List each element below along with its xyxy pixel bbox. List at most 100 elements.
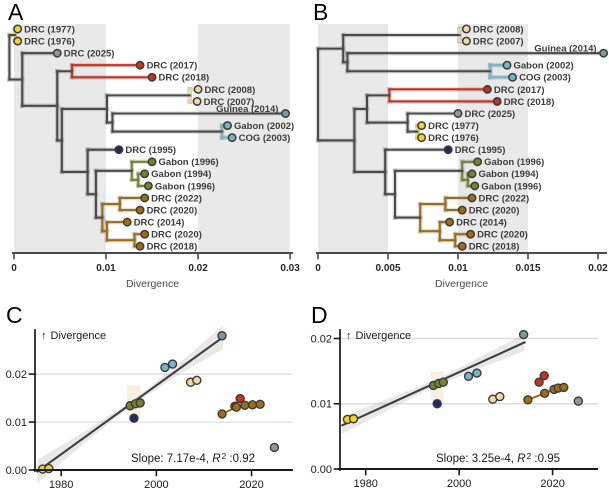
tip-marker <box>457 241 467 251</box>
tip-label: DRC (2018) <box>504 97 555 108</box>
scatter-point-guinea <box>518 329 529 340</box>
tip-label: DRC (1976) <box>24 36 75 47</box>
tip-marker <box>482 84 492 94</box>
y-axis-tick-label: 0.02 <box>6 369 27 381</box>
slope-text: Slope: 7.17e-4, <box>130 453 213 465</box>
tip-marker <box>502 60 512 70</box>
tip-label: DRC (2018) <box>159 73 210 84</box>
scatter-point-gray <box>573 396 584 406</box>
tip-label: DRC (2020) <box>477 230 528 241</box>
tip-label: Gabon (2002) <box>234 121 294 132</box>
tip-marker <box>140 169 150 179</box>
tip-marker <box>135 60 145 70</box>
tip-label: Gabon (1996) <box>155 181 215 192</box>
tree-b-axis-title: Divergence <box>434 278 489 290</box>
tip-label: Gabon (1996) <box>481 181 541 192</box>
tip-marker <box>473 157 483 167</box>
scatter-point-yellow <box>348 414 359 424</box>
x-axis-tick-label: 2000 <box>144 479 168 491</box>
scatter-point-brown <box>539 388 550 399</box>
tree-axis-tick-label: 0.015 <box>515 263 540 274</box>
tip-marker <box>599 48 609 58</box>
tip-label: Gabon (2002) <box>514 61 574 72</box>
panel-label-a: A <box>8 0 24 25</box>
scatter-point-red <box>534 377 544 387</box>
tip-label: DRC (2008) <box>205 85 256 96</box>
tip-marker <box>457 205 467 215</box>
tip-marker <box>135 241 145 251</box>
tip-label: DRC (2018) <box>147 242 198 253</box>
scatter-point-olive <box>438 377 448 387</box>
shaded-band <box>318 24 388 253</box>
scatter-c-ylabel-text: Divergence <box>50 330 107 342</box>
scatter-c-ylabel: ↑ Divergence <box>41 330 106 342</box>
tip-marker <box>470 181 480 191</box>
tip-marker <box>417 133 427 143</box>
tip-label: Gabon (1996) <box>484 157 544 168</box>
scatter-point-teal <box>472 368 482 378</box>
scatter-point-brown <box>217 409 227 419</box>
panel-label-b: B <box>313 0 329 25</box>
tip-label: Guinea (2014) <box>216 104 278 115</box>
tip-label: DRC (2025) <box>465 109 516 120</box>
x-axis-tick-label: 2020 <box>239 479 263 491</box>
x-axis-tick-label: 2000 <box>447 478 471 490</box>
scatter-d-ylabel-text: Divergence <box>355 330 412 342</box>
shaded-band <box>14 24 107 253</box>
tip-marker <box>114 145 124 155</box>
tree-axis-tick-label: 0.03 <box>280 263 300 274</box>
scatter-point-navy <box>432 399 442 409</box>
scatter-point-brown <box>231 402 242 412</box>
tip-label: DRC (1995) <box>125 145 176 156</box>
tree-axis-tick-label: 0.02 <box>588 263 608 274</box>
scatter-point-peach <box>495 391 505 402</box>
tip-label: DRC (1995) <box>455 145 506 156</box>
tip-label: DRC (1976) <box>428 133 479 144</box>
y-axis-tick-label: 0.00 <box>6 465 27 477</box>
scatter-point-brown <box>247 400 258 410</box>
tree-axis-tick-label: 0 <box>315 263 321 274</box>
tip-marker <box>147 157 157 167</box>
y-axis-tick-label: 0.01 <box>311 399 332 411</box>
scatter-point-peach <box>192 375 202 386</box>
scatter-point-navy <box>129 413 139 423</box>
tip-marker <box>466 229 476 239</box>
tip-marker <box>281 109 290 118</box>
scatter-point-gray <box>269 442 280 453</box>
slope-text: Slope: 3.25e-4, <box>435 453 518 465</box>
tip-label: DRC (2007) <box>473 36 524 47</box>
scatter-point-brown <box>240 400 250 410</box>
tip-label: DRC (1977) <box>24 24 75 35</box>
r-symbol: R <box>212 453 221 465</box>
tip-label: DRC (2022) <box>151 193 202 204</box>
tip-label: COG (2003) <box>519 73 571 84</box>
scatter-point-yellow <box>44 463 54 474</box>
tip-label: DRC (2008) <box>473 24 524 35</box>
shaded-band <box>458 24 528 253</box>
tip-label: DRC (2017) <box>494 85 545 96</box>
up-arrow-icon: ↑ <box>41 330 47 342</box>
x-axis-tick-label: 2020 <box>540 478 564 490</box>
scatter-d-annotation: Slope: 3.25e-4, R2 :0.95 <box>408 450 588 466</box>
scatter-point-brown <box>255 399 265 410</box>
tip-label: DRC (1977) <box>428 121 479 132</box>
y-axis-tick-label: 0.00 <box>311 464 332 476</box>
r-superscript: 2 <box>526 450 532 461</box>
r-superscript: 2 <box>221 450 227 461</box>
r-symbol: R <box>517 453 526 465</box>
r-value: :0.92 <box>226 453 256 465</box>
shaded-band <box>198 24 291 253</box>
tip-marker <box>467 193 477 203</box>
scatter-point-brown <box>523 395 533 405</box>
tree-axis-tick-label: 0.01 <box>448 263 468 274</box>
tip-marker <box>143 181 153 191</box>
tip-label: COG (2003) <box>239 133 291 144</box>
tree-axis-tick-label: 0.02 <box>188 263 208 274</box>
tip-marker <box>467 169 477 179</box>
tip-marker <box>508 72 518 82</box>
scatter-point-teal <box>463 371 474 382</box>
tip-marker <box>443 145 453 155</box>
tip-marker <box>193 84 203 94</box>
